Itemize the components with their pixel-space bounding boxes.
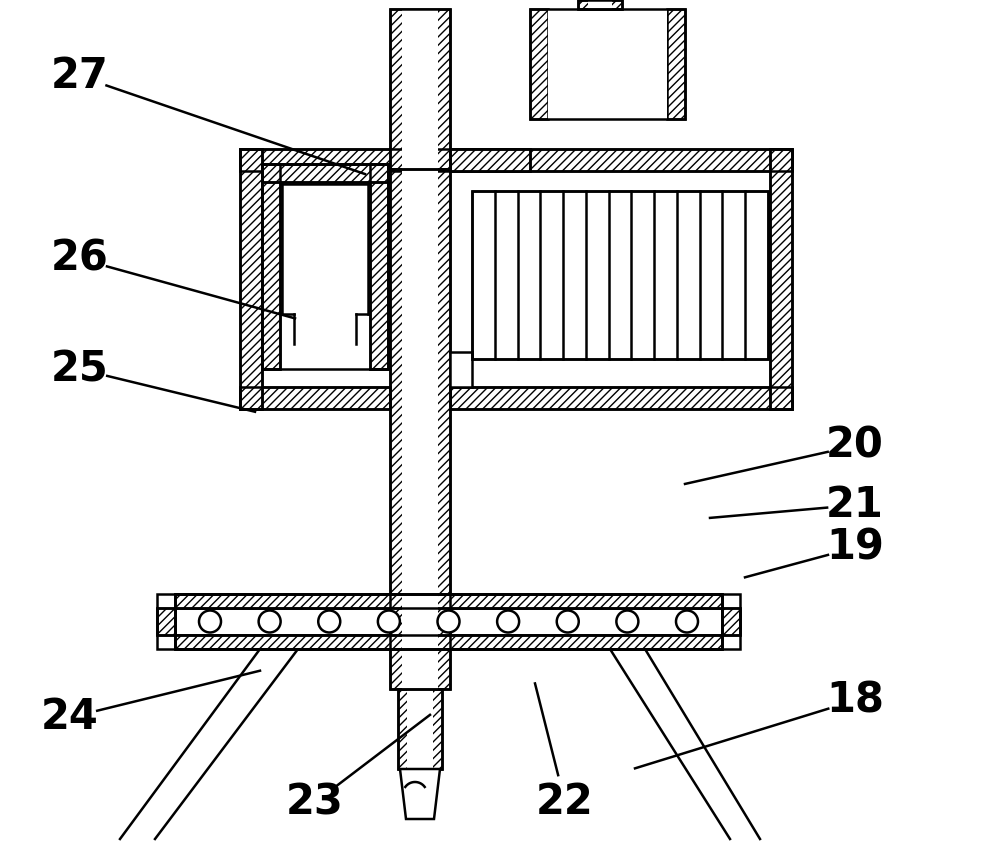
Bar xyxy=(262,164,280,369)
Bar xyxy=(390,9,450,169)
Bar xyxy=(450,149,530,171)
Circle shape xyxy=(557,610,579,633)
Bar xyxy=(262,171,770,387)
Bar xyxy=(588,0,612,9)
Bar xyxy=(262,164,388,369)
Bar xyxy=(175,594,722,608)
Bar xyxy=(398,689,442,769)
Bar xyxy=(548,9,667,119)
Bar xyxy=(667,9,685,119)
Bar xyxy=(175,635,722,649)
Bar xyxy=(262,164,280,369)
Bar xyxy=(280,182,370,369)
Bar xyxy=(390,169,450,689)
Circle shape xyxy=(438,610,460,633)
Bar xyxy=(390,169,450,689)
Text: 20: 20 xyxy=(826,424,884,467)
Text: 18: 18 xyxy=(826,679,884,722)
Bar xyxy=(240,149,792,171)
Bar xyxy=(530,9,548,119)
Bar xyxy=(240,149,262,409)
Bar xyxy=(175,635,722,649)
Text: 27: 27 xyxy=(51,55,109,98)
Bar xyxy=(262,164,388,182)
Bar xyxy=(472,191,768,359)
Bar xyxy=(390,9,450,169)
Circle shape xyxy=(378,610,400,633)
Bar xyxy=(450,387,792,409)
Text: 25: 25 xyxy=(51,348,109,391)
Circle shape xyxy=(497,610,519,633)
Bar xyxy=(450,387,792,409)
Bar xyxy=(398,689,442,769)
Bar xyxy=(402,169,438,689)
Bar xyxy=(175,608,722,635)
Bar xyxy=(240,149,262,409)
Bar xyxy=(370,164,388,369)
Polygon shape xyxy=(400,769,440,819)
Text: 23: 23 xyxy=(286,781,344,824)
Bar xyxy=(262,164,388,182)
Bar xyxy=(157,594,740,649)
Bar xyxy=(157,608,175,635)
Bar xyxy=(770,149,792,409)
Bar xyxy=(240,149,792,171)
Text: 22: 22 xyxy=(536,781,594,824)
Bar xyxy=(472,191,768,359)
Text: 24: 24 xyxy=(41,696,99,739)
Bar xyxy=(370,164,388,369)
Circle shape xyxy=(259,610,281,633)
Text: 26: 26 xyxy=(51,238,109,280)
Text: 19: 19 xyxy=(826,526,884,569)
Bar xyxy=(157,608,175,635)
Bar xyxy=(407,689,433,769)
Bar xyxy=(578,0,622,9)
Circle shape xyxy=(676,610,698,633)
Bar xyxy=(175,594,722,608)
Bar xyxy=(240,387,390,409)
Circle shape xyxy=(318,610,340,633)
Bar xyxy=(450,149,530,171)
Bar xyxy=(722,608,740,635)
Bar xyxy=(402,9,438,169)
Bar xyxy=(530,9,685,119)
Bar xyxy=(578,0,622,9)
Bar xyxy=(450,352,472,387)
Circle shape xyxy=(199,610,221,633)
Circle shape xyxy=(616,610,638,633)
Bar xyxy=(240,387,390,409)
Bar xyxy=(770,149,792,409)
Bar xyxy=(175,594,722,649)
Bar xyxy=(722,608,740,635)
Text: 21: 21 xyxy=(826,484,884,526)
